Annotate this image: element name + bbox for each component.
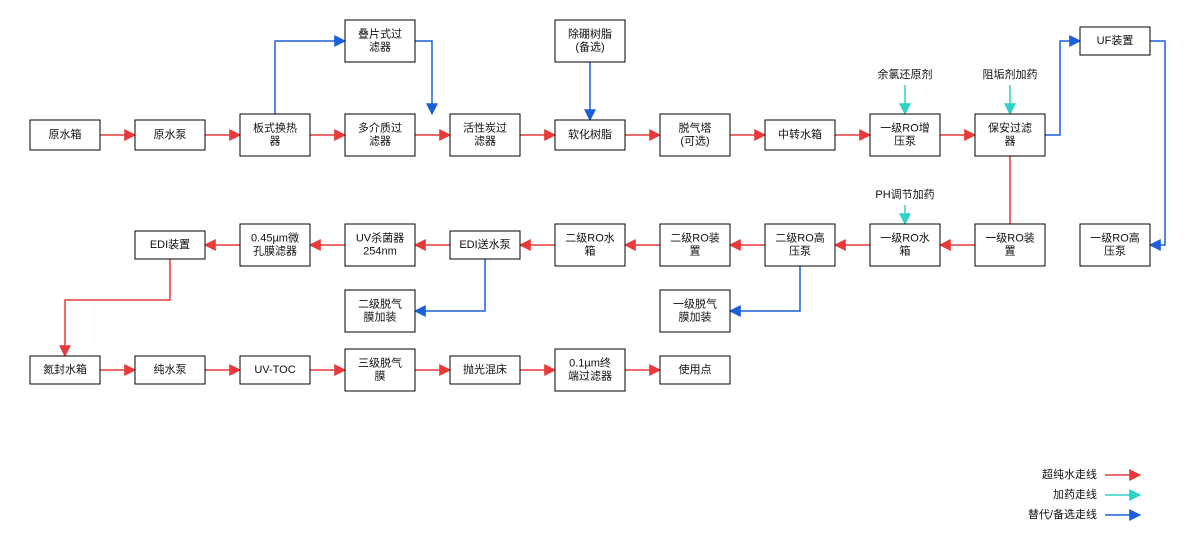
legend: 超纯水走线加药走线替代/备选走线 <box>1028 467 1140 521</box>
dosing-label: PH调节加药 <box>875 188 934 201</box>
node-phe: 板式换热器 <box>240 114 310 156</box>
node-label: 叠片式过 <box>358 27 402 40</box>
node-polish: 抛光混床 <box>450 356 520 384</box>
node-label: 膜加装 <box>679 310 712 323</box>
node-label: 0.45µm微 <box>251 230 299 244</box>
node-label: UV杀菌器 <box>356 230 404 244</box>
node-label: 膜 <box>375 369 386 382</box>
node-transfer_tank: 中转水箱 <box>765 120 835 150</box>
node-label: 一级RO增 <box>880 120 930 134</box>
dosing-label: 阻垢剂加药 <box>983 67 1038 81</box>
node-label: 原水箱 <box>49 127 82 141</box>
node-micro045: 0.45µm微孔膜滤器 <box>240 224 310 266</box>
node-security_filter: 保安过滤器 <box>975 114 1045 156</box>
node-label: 置 <box>1005 244 1016 257</box>
edge <box>730 266 800 311</box>
legend-label: 加药走线 <box>1053 487 1097 501</box>
node-ro1_hp: 一级RO高压泵 <box>1080 224 1150 266</box>
node-label: 板式换热 <box>253 120 297 134</box>
edge <box>65 259 170 356</box>
node-label: 一级脱气 <box>673 296 717 310</box>
node-label: 器 <box>270 134 281 147</box>
node-label: 膜加装 <box>364 310 397 323</box>
node-ro1_unit: 一级RO装置 <box>975 224 1045 266</box>
node-label: 纯水泵 <box>154 363 187 376</box>
dosing-label: 余氯还原剂 <box>878 67 933 81</box>
node-ro2_hp: 二级RO高压泵 <box>765 224 835 266</box>
node-label: 原水泵 <box>154 128 187 141</box>
node-label: (可选) <box>680 134 709 147</box>
node-label: 三级脱气 <box>358 355 402 369</box>
node-label: 端过滤器 <box>568 369 612 382</box>
node-label: 254nm <box>363 245 397 257</box>
node-label: 二级脱气 <box>358 296 402 310</box>
node-edi_feed_pump: EDI送水泵 <box>450 231 520 259</box>
node-degas1_add: 一级脱气膜加装 <box>660 290 730 332</box>
node-ro2_unit: 二级RO装置 <box>660 224 730 266</box>
node-label: EDI装置 <box>150 238 190 251</box>
edge <box>415 41 432 114</box>
node-label: (备选) <box>575 39 604 53</box>
node-ro1_boost: 一级RO增压泵 <box>870 114 940 156</box>
node-label: 孔膜滤器 <box>253 244 297 257</box>
node-n2_tank: 氮封水箱 <box>30 356 100 384</box>
node-label: 脱气塔 <box>679 120 712 134</box>
node-pou: 使用点 <box>660 356 730 384</box>
legend-label: 超纯水走线 <box>1042 467 1097 481</box>
node-label: 二级RO装 <box>670 231 720 244</box>
node-label: 置 <box>690 244 701 257</box>
node-label: 使用点 <box>679 363 712 376</box>
legend-label: 替代/备选走线 <box>1028 507 1097 521</box>
node-label: 多介质过 <box>358 120 402 134</box>
edge <box>275 41 345 114</box>
node-label: 滤器 <box>369 134 391 147</box>
node-label: 氮封水箱 <box>43 362 87 376</box>
node-ro1_tank: 一级RO水箱 <box>870 224 940 266</box>
node-raw_tank: 原水箱 <box>30 120 100 150</box>
node-label: 箱 <box>900 243 911 257</box>
node-uv254: UV杀菌器254nm <box>345 224 415 266</box>
node-label: 压泵 <box>1104 244 1126 257</box>
node-label: UV-TOC <box>254 364 295 376</box>
node-label: 压泵 <box>789 244 811 257</box>
node-degas_opt: 脱气塔(可选) <box>660 114 730 156</box>
node-edi: EDI装置 <box>135 231 205 259</box>
node-label: 0.1µm终 <box>569 355 611 369</box>
node-raw_pump: 原水泵 <box>135 120 205 150</box>
node-degas2_add: 二级脱气膜加装 <box>345 290 415 332</box>
node-pure_pump: 纯水泵 <box>135 356 205 384</box>
edge <box>1150 41 1165 245</box>
node-label: 抛光混床 <box>463 362 507 376</box>
node-label: 二级RO水 <box>565 231 615 244</box>
node-label: 软化树脂 <box>568 127 612 141</box>
node-uf: UF装置 <box>1080 27 1150 55</box>
node-label: 器 <box>1005 134 1016 147</box>
node-label: 一级RO装 <box>985 231 1035 244</box>
edge <box>1045 41 1080 135</box>
node-uv_toc: UV-TOC <box>240 356 310 384</box>
node-label: 保安过滤 <box>988 120 1032 134</box>
node-final_filter: 0.1µm终端过滤器 <box>555 349 625 391</box>
node-softener: 软化树脂 <box>555 120 625 150</box>
node-label: 压泵 <box>894 134 916 147</box>
node-disc_filter: 叠片式过滤器 <box>345 20 415 62</box>
node-boron_resin: 除硼树脂(备选) <box>555 20 625 62</box>
node-label: 滤器 <box>369 40 391 53</box>
edges <box>65 41 1165 370</box>
node-label: 一级RO水 <box>880 231 930 244</box>
node-mmf: 多介质过滤器 <box>345 114 415 156</box>
node-label: EDI送水泵 <box>459 237 510 251</box>
node-label: 活性炭过 <box>463 120 507 134</box>
node-label: 中转水箱 <box>778 127 822 141</box>
node-ro2_tank: 二级RO水箱 <box>555 224 625 266</box>
node-label: 一级RO高 <box>1090 230 1140 244</box>
node-label: UF装置 <box>1097 34 1134 47</box>
node-degas3: 三级脱气膜 <box>345 349 415 391</box>
node-label: 箱 <box>585 243 596 257</box>
node-acf: 活性炭过滤器 <box>450 114 520 156</box>
node-label: 滤器 <box>474 134 496 147</box>
node-label: 二级RO高 <box>775 230 825 244</box>
node-label: 除硼树脂 <box>568 26 612 40</box>
